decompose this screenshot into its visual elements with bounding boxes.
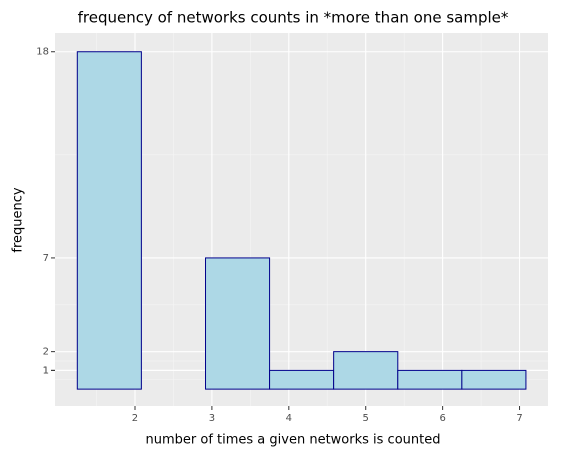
bar bbox=[461, 369, 527, 390]
y-axis-title: frequency bbox=[11, 187, 26, 253]
y-tick-label: 18 bbox=[36, 47, 49, 58]
y-tick-label: 1 bbox=[43, 365, 49, 376]
x-tick-label: 5 bbox=[363, 413, 369, 424]
y-tick-label: 2 bbox=[43, 347, 49, 358]
x-tick-label: 7 bbox=[516, 413, 522, 424]
x-tick-label: 2 bbox=[132, 413, 138, 424]
y-tick-label: 1 bbox=[43, 365, 49, 376]
x-axis-title: number of times a given networks is coun… bbox=[146, 433, 441, 448]
bar bbox=[205, 257, 271, 390]
x-tick-label: 6 bbox=[439, 413, 445, 424]
bar bbox=[333, 351, 399, 390]
chart-title: frequency of networks counts in *more th… bbox=[78, 9, 509, 27]
y-tick-label: 7 bbox=[43, 253, 49, 264]
bar bbox=[76, 51, 142, 390]
x-tick-label: 4 bbox=[286, 413, 292, 424]
bar bbox=[397, 369, 463, 390]
x-tick-label: 3 bbox=[209, 413, 215, 424]
bar bbox=[269, 369, 335, 390]
